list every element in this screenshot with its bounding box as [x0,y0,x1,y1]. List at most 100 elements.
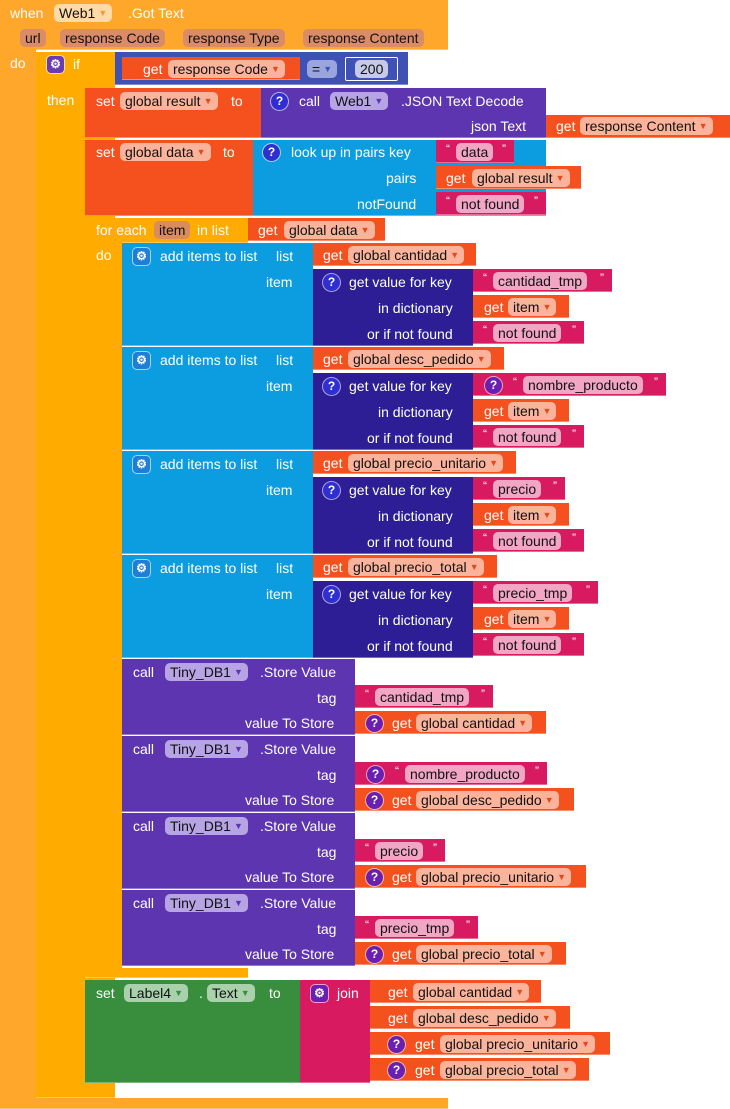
dropdown-arrow-icon[interactable]: ▼ [542,302,552,312]
variable-dropdown[interactable]: item ▼ [508,506,557,524]
help-question-icon[interactable]: ? [323,378,340,395]
variable-dropdown[interactable]: global precio_total ▼ [416,945,552,963]
call-web1-json-decode-block[interactable] [261,88,546,138]
help-question-icon[interactable]: ? [366,715,383,732]
help-question-icon[interactable]: ? [388,1036,405,1053]
event-block-body [0,0,36,1109]
help-question-icon[interactable]: ? [323,274,340,291]
variable-dropdown[interactable]: item ▼ [508,610,557,628]
dropdown-arrow-icon[interactable]: ▼ [561,1065,571,1075]
variable-dropdown[interactable]: global desc_pedido ▼ [348,350,491,368]
property-dropdown[interactable]: Text ▼ [207,984,255,1002]
dropdown-arrow-icon[interactable]: ▼ [234,744,243,754]
dropdown-arrow-icon[interactable]: ▼ [240,988,250,998]
add-items-to-list-block[interactable] [122,243,313,346]
dropdown-arrow-icon[interactable]: ▼ [542,510,552,520]
add-items-to-list-block[interactable] [122,347,313,450]
variable-dropdown[interactable]: response Code ▼ [168,60,285,78]
dropdown-arrow-icon[interactable]: ▼ [518,718,528,728]
variable-dropdown[interactable]: global data ▼ [120,143,211,161]
dropdown-arrow-icon[interactable]: ▼ [469,562,479,572]
help-question-icon[interactable]: ? [263,144,280,161]
component-dropdown[interactable]: Tiny_DB1 ▼ [165,817,248,835]
help-question-icon[interactable]: ? [323,482,340,499]
dropdown-arrow-icon[interactable]: ▼ [476,354,486,364]
component-dropdown[interactable]: Label4 ▼ [124,984,189,1002]
variable-dropdown[interactable]: global cantidad ▼ [416,714,533,732]
key-string-block-value: nombre_producto [523,376,643,394]
component-dropdown[interactable]: Tiny_DB1 ▼ [165,663,248,681]
help-question-icon[interactable]: ? [366,792,383,809]
variable-dropdown[interactable]: global result ▼ [120,92,218,110]
variable-dropdown[interactable]: global precio_unitario ▼ [440,1035,596,1053]
help-question-icon[interactable]: ? [323,586,340,603]
variable-dropdown[interactable]: item ▼ [508,298,557,316]
add-items-to-list-block[interactable] [122,451,313,554]
add-items-label: add items to list [160,560,258,576]
dropdown-arrow-icon[interactable]: ▼ [98,8,108,18]
help-question-icon[interactable]: ? [271,93,288,110]
component-dropdown[interactable]: Tiny_DB1 ▼ [165,740,248,758]
dropdown-arrow-icon[interactable]: ▼ [581,1039,591,1049]
dropdown-arrow-icon[interactable]: ▼ [234,898,243,908]
dropdown-arrow-icon[interactable]: ▼ [374,96,384,106]
component-dropdown[interactable]: Tiny_DB1 ▼ [165,894,248,912]
for-each-label: for each [96,222,147,238]
dropdown-arrow-icon[interactable]: ▼ [542,614,552,624]
operator-dropdown[interactable]: = ▼ [307,60,338,78]
variable-dropdown[interactable]: global precio_total ▼ [348,558,484,576]
pairs-label: pairs [386,170,417,186]
component-dropdown[interactable]: Web1 ▼ [330,92,389,110]
dropdown-arrow-icon[interactable]: ▼ [234,821,243,831]
variable-dropdown[interactable]: global precio_total ▼ [440,1061,576,1079]
dropdown-arrow-icon[interactable]: ▼ [542,406,552,416]
dropdown-arrow-icon[interactable]: ▼ [203,96,213,106]
mutator-gear-icon[interactable]: ⚙ [133,456,150,473]
do-label: do [10,55,26,71]
component-dropdown-web1[interactable]: Web1 ▼ [54,4,113,22]
mutator-gear-icon[interactable]: ⚙ [133,560,150,577]
get-value-label: get value for key [349,274,452,290]
variable-dropdown[interactable]: global precio_unitario ▼ [348,454,504,472]
help-question-icon[interactable]: ? [485,377,502,394]
dropdown-arrow-icon[interactable]: ▼ [557,872,567,882]
dropdown-arrow-icon[interactable]: ▼ [698,121,708,131]
help-question-icon[interactable]: ? [366,869,383,886]
dropdown-arrow-icon[interactable]: ▼ [360,225,370,235]
variable-dropdown-label: response Content [585,118,696,134]
dropdown-arrow-icon[interactable]: ▼ [174,988,184,998]
mutator-gear-icon[interactable]: ⚙ [311,985,328,1002]
number-block[interactable] [345,57,398,81]
help-question-icon[interactable]: ? [367,766,384,783]
dropdown-arrow-icon[interactable]: ▼ [537,949,547,959]
variable-dropdown[interactable]: global desc_pedido ▼ [416,791,559,809]
mutator-gear-icon[interactable]: ⚙ [47,56,64,73]
variable-dropdown[interactable]: item ▼ [508,402,557,420]
help-question-icon[interactable]: ? [388,1062,405,1079]
dropdown-arrow-icon[interactable]: ▼ [234,667,243,677]
variable-dropdown[interactable]: global data ▼ [284,221,375,239]
list-label: list [276,456,294,472]
variable-dropdown[interactable]: global result ▼ [472,169,570,187]
get-label: get [323,455,343,471]
dropdown-arrow-icon[interactable]: ▼ [544,795,554,805]
dropdown-arrow-icon[interactable]: ▼ [515,987,525,997]
variable-dropdown[interactable]: global desc_pedido ▼ [413,1009,556,1027]
add-items-to-list-block[interactable] [122,555,313,658]
help-question-icon[interactable]: ? [366,946,383,963]
dropdown-arrow-icon[interactable]: ▼ [323,64,333,74]
dropdown-arrow-icon[interactable]: ▼ [196,147,206,157]
dropdown-arrow-icon[interactable]: ▼ [450,250,460,260]
dropdown-arrow-icon[interactable]: ▼ [489,458,499,468]
variable-dropdown[interactable]: global cantidad ▼ [348,246,465,264]
variable-dropdown[interactable]: response Content ▼ [580,117,713,135]
set-label4-text-block[interactable] [85,980,300,1083]
dropdown-arrow-icon[interactable]: ▼ [271,64,280,74]
mutator-gear-icon[interactable]: ⚙ [133,248,150,265]
dropdown-arrow-icon[interactable]: ▼ [541,1013,551,1023]
mutator-gear-icon[interactable]: ⚙ [133,352,150,369]
dropdown-arrow-icon[interactable]: ▼ [555,173,565,183]
variable-dropdown[interactable]: global precio_unitario ▼ [416,868,572,886]
variable-dropdown[interactable]: global cantidad ▼ [413,983,530,1001]
